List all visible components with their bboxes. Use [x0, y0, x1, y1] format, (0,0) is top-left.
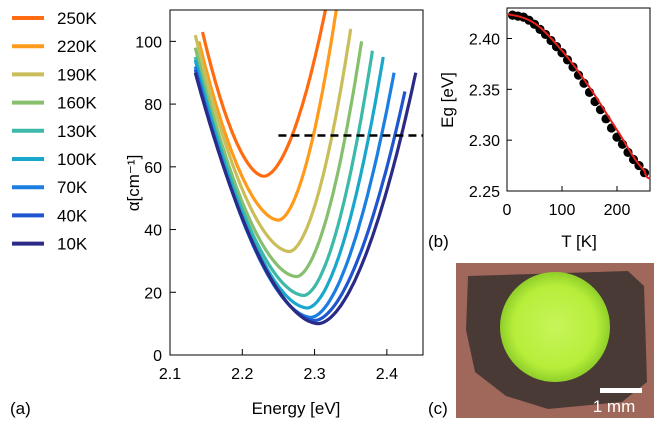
x-tick-label-a: 2.3 — [303, 366, 325, 383]
y-tick-label-b: 2.40 — [469, 32, 500, 49]
data-point-b — [579, 78, 589, 88]
curve-160K — [193, 41, 364, 279]
legend-label-220K: 220K — [57, 37, 97, 56]
plot-area-b: 0 100 200 2.25 2.30 2.35 2.40 — [469, 7, 651, 219]
y-tick-label-a: 100 — [135, 34, 162, 51]
data-point-b — [551, 42, 562, 52]
data-point-b — [557, 48, 567, 58]
legend-label-10K: 10K — [57, 235, 88, 254]
legend-label-130K: 130K — [57, 122, 97, 141]
panel-c: 1 mm (c) — [428, 263, 654, 418]
y-tick-label-b: 2.25 — [469, 184, 500, 201]
y-axis-label-b: Eg [eV] — [438, 72, 457, 128]
curve-250K — [200, 10, 327, 178]
curves-a — [193, 10, 418, 326]
legend-a: 250K 220K 190K 160K 130K 100K 70K 40K 10K — [12, 9, 97, 254]
legend-label-250K: 250K — [57, 9, 97, 28]
panel-label-b: (b) — [428, 232, 449, 251]
data-point-b — [568, 62, 578, 72]
scale-bar-label: 1 mm — [593, 397, 636, 416]
y-axis-label-a: α[cm⁻¹] — [124, 155, 143, 212]
panel-a: 250K 220K 190K 160K 130K 100K 70K 40K 10K 2.1 2.2… — [10, 9, 424, 418]
x-tick-label-b: 200 — [604, 202, 631, 219]
scale-bar — [600, 388, 642, 393]
data-point-b — [540, 29, 551, 40]
y-tick-label-b: 2.35 — [469, 82, 500, 99]
y-tick-label-b: 2.30 — [469, 133, 500, 150]
legend-label-160K: 160K — [57, 94, 97, 113]
legend-label-70K: 70K — [57, 178, 88, 197]
x-ticks-a: 2.1 2.2 2.3 2.4 — [159, 349, 398, 383]
y-ticks-b: 2.25 2.30 2.35 2.40 — [469, 32, 512, 201]
x-axis-label-a: Energy [eV] — [252, 399, 341, 418]
y-tick-label-a: 60 — [144, 160, 162, 177]
legend-label-100K: 100K — [57, 150, 97, 169]
y-tick-label-a: 40 — [144, 223, 162, 240]
fit-line-b — [506, 13, 651, 180]
legend-label-190K: 190K — [57, 65, 97, 84]
x-tick-label-a: 2.1 — [159, 366, 181, 383]
plot-frame-a — [169, 9, 424, 356]
x-tick-label-b: 0 — [503, 202, 512, 219]
data-point-b — [573, 70, 584, 80]
curve-220K — [197, 10, 338, 222]
data-points-b — [507, 10, 650, 178]
plot-area-a: 2.1 2.2 2.3 2.4 0 20 40 60 80 100 — [135, 9, 424, 383]
legend-label-40K: 40K — [57, 206, 88, 225]
x-ticks-b: 0 100 200 — [503, 186, 631, 219]
x-tick-label-a: 2.4 — [376, 366, 398, 383]
data-point-b — [562, 55, 573, 65]
x-tick-label-a: 2.2 — [231, 366, 253, 383]
y-tick-label-a: 80 — [144, 97, 162, 114]
curve-130K — [193, 50, 374, 298]
panel-label-c: (c) — [428, 399, 448, 418]
x-axis-label-b: T [K] — [561, 232, 597, 251]
y-tick-label-a: 0 — [153, 348, 162, 365]
curve-10K — [193, 72, 418, 326]
x-tick-label-b: 100 — [549, 202, 576, 219]
y-ticks-a: 0 20 40 60 80 100 — [135, 34, 176, 365]
panel-b: 0 100 200 2.25 2.30 2.35 2.40 T [K] Eg [eV] (… — [428, 7, 651, 251]
panel-label-a: (a) — [10, 399, 31, 418]
y-tick-label-a: 20 — [144, 285, 162, 302]
data-point-b — [546, 35, 556, 46]
absorber-spot — [500, 272, 610, 382]
plot-frame-b — [506, 7, 651, 192]
curve-190K — [193, 28, 353, 254]
